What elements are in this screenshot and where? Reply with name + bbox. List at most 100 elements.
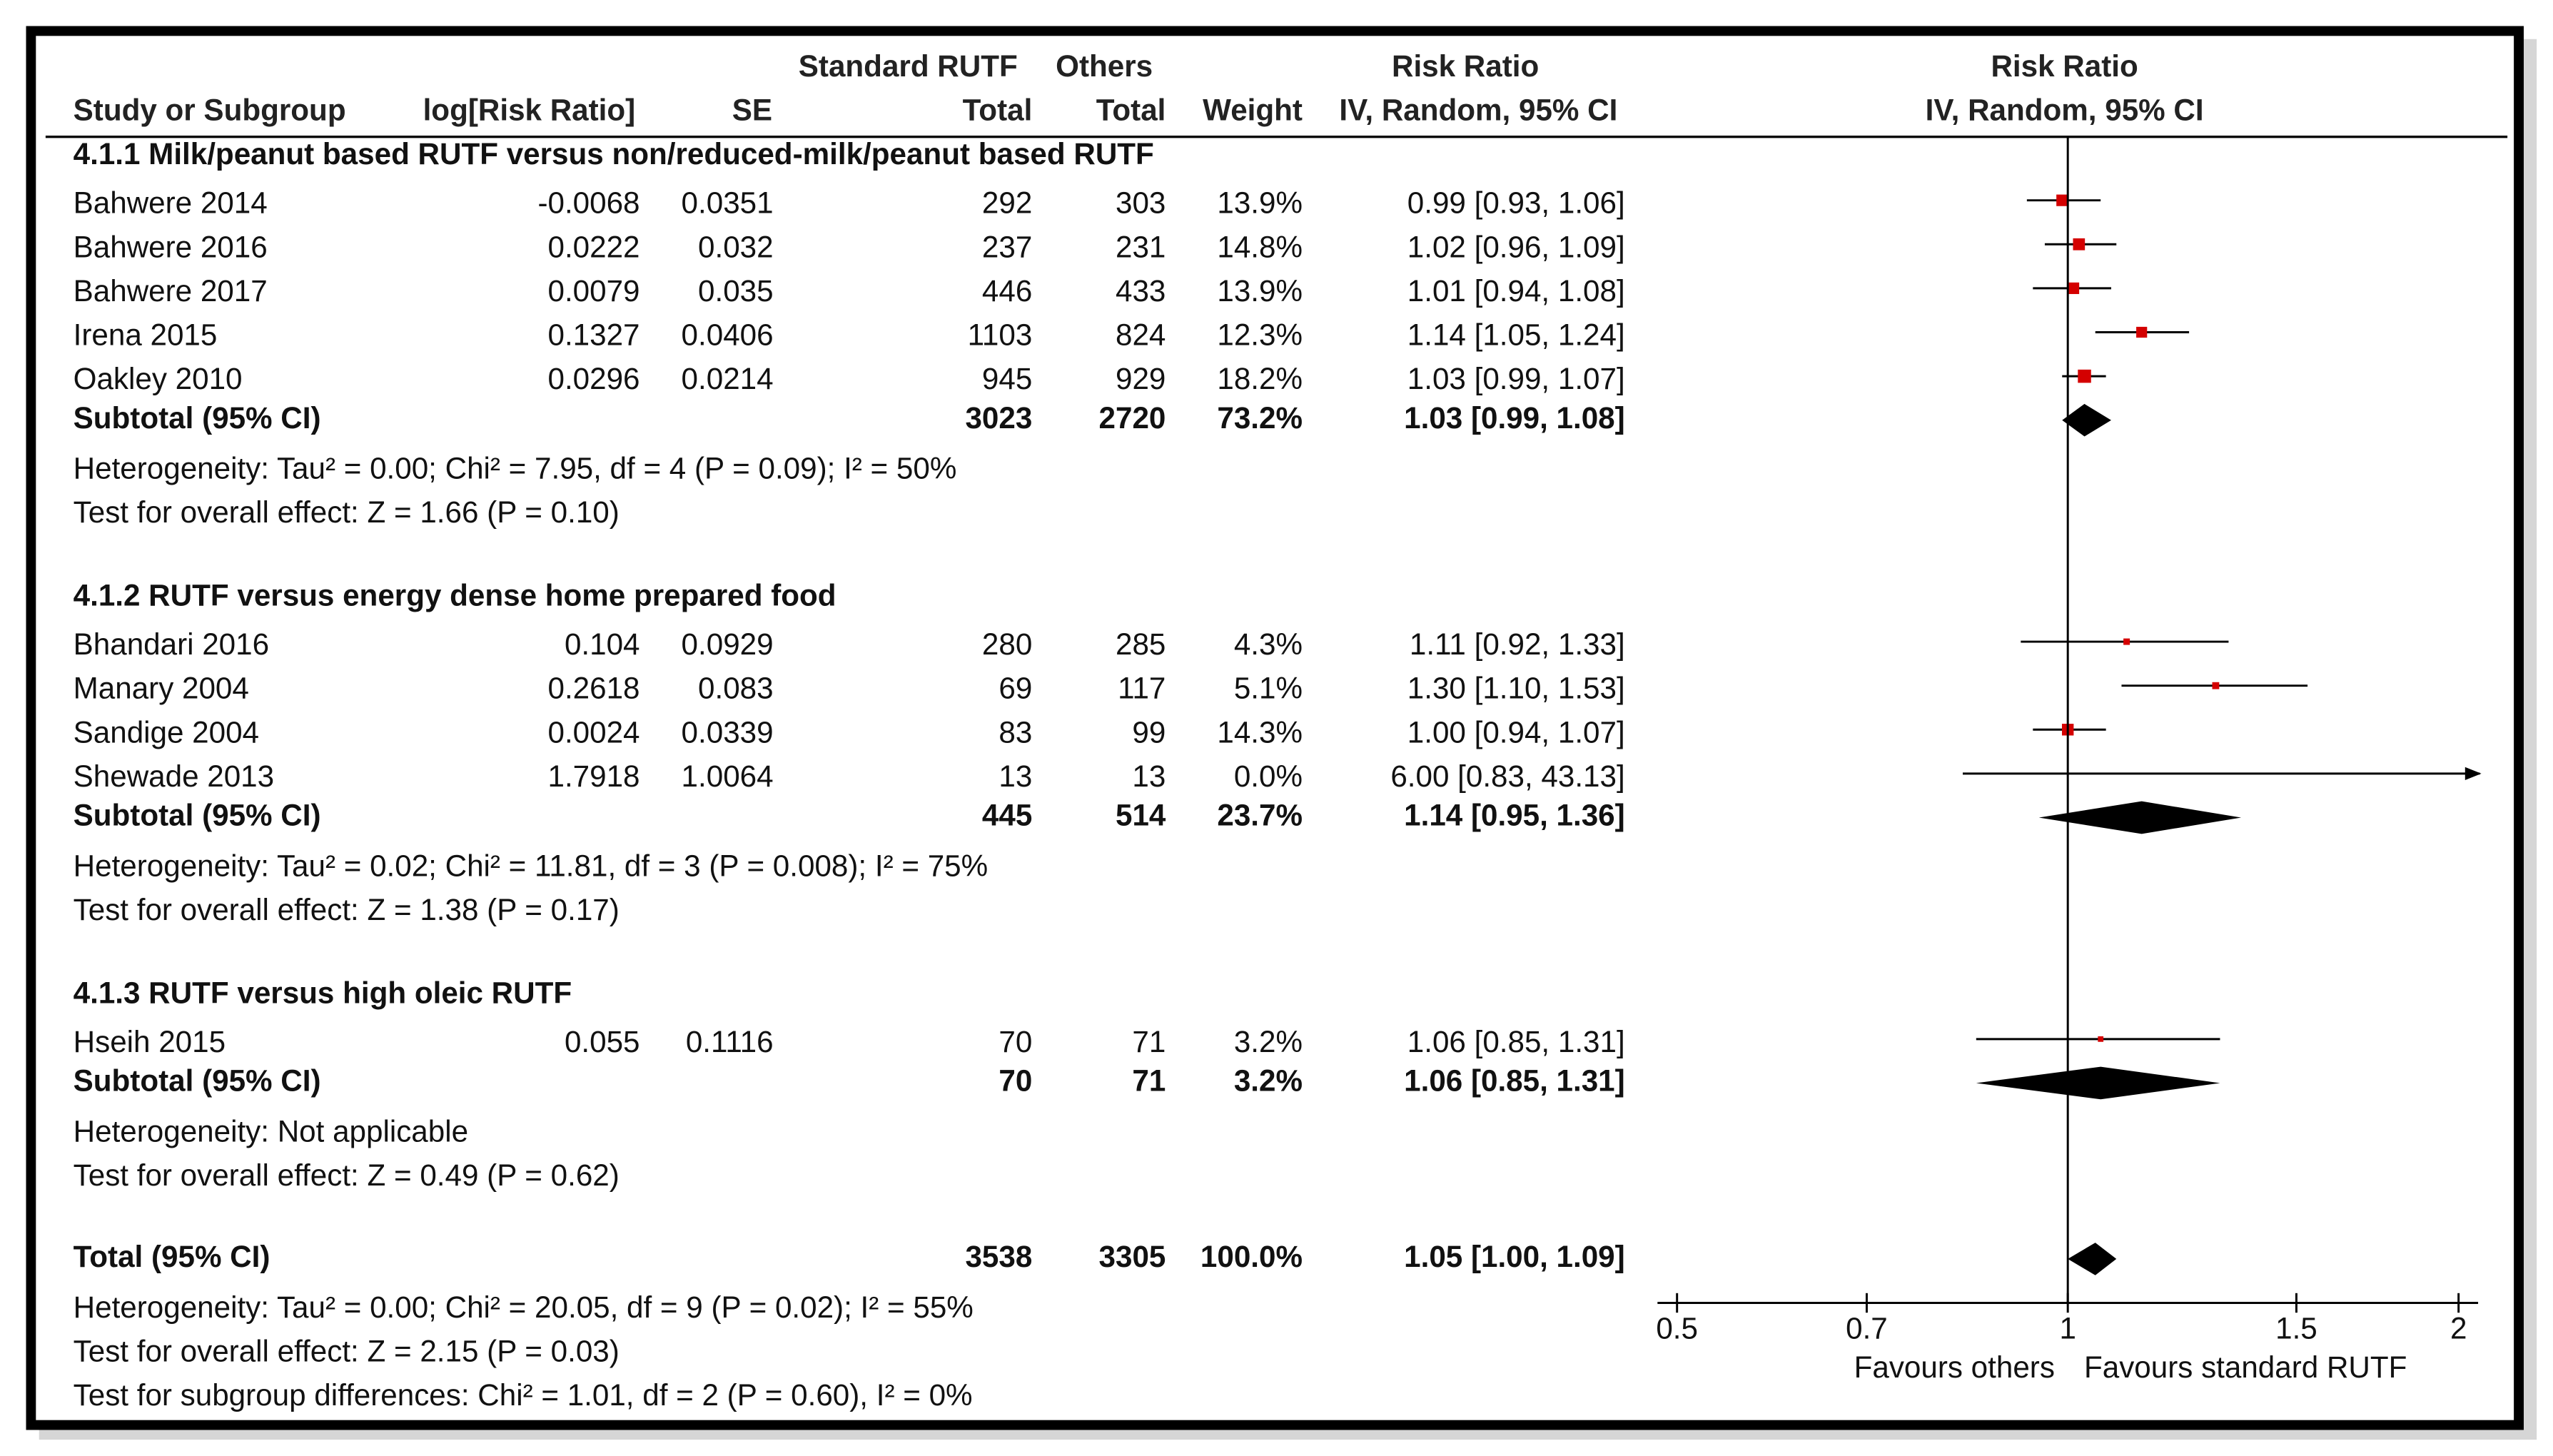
study-name: Bahwere 2014 (74, 186, 268, 220)
study-marker (2212, 682, 2220, 689)
study-marker (2073, 238, 2086, 251)
header: Risk Ratio (1392, 49, 1539, 83)
x-tick-label: 1 (2059, 1311, 2076, 1345)
cell-total1: 69 (999, 672, 1032, 705)
cell-weight-label: 73.2% (1217, 401, 1303, 435)
total-note: Test for overall effect: Z = 2.15 (P = 0… (74, 1334, 620, 1367)
cell-total1: 13 (999, 759, 1032, 793)
cell-log-rr: 0.0024 (548, 715, 640, 749)
study-name: Shewade 2013 (74, 759, 274, 793)
group-title: 4.1.1 Milk/peanut based RUTF versus non/… (74, 137, 1154, 171)
cell-se: 0.0214 (682, 362, 774, 395)
group-title: 4.1.3 RUTF versus high oleic RUTF (74, 976, 572, 1009)
plot-area (1963, 194, 2480, 1275)
overall-effect: Test for overall effect: Z = 1.38 (P = 0… (74, 893, 620, 926)
x-tick-label: 2 (2450, 1311, 2467, 1345)
study-name: Sandige 2004 (74, 715, 259, 749)
cell-total1: 446 (982, 274, 1032, 308)
cell-log-rr: 0.0079 (548, 274, 640, 308)
x-tick-label: 1.5 (2275, 1311, 2317, 1345)
study-marker (2056, 194, 2068, 206)
study-marker (2123, 638, 2130, 645)
ci-arrow (2464, 767, 2482, 781)
cell-log-rr: 0.0222 (548, 230, 640, 263)
heterogeneity: Heterogeneity: Not applicable (74, 1114, 468, 1148)
cell-total2: 71 (1132, 1025, 1166, 1058)
study-marker (2136, 326, 2148, 338)
cell-ci-label: 1.06 [0.85, 1.31] (1404, 1064, 1625, 1098)
header: Study or Subgroup (74, 93, 346, 127)
cell-weight-label: 23.7% (1217, 799, 1303, 832)
cell-weight-label: 100.0% (1200, 1240, 1303, 1273)
cell-se: 0.0929 (682, 627, 774, 661)
cell-se: 0.035 (698, 274, 774, 308)
subtotal-label: Total (95% CI) (74, 1240, 271, 1273)
favours-right: Favours standard RUTF (2084, 1350, 2407, 1384)
cell-total1: 237 (982, 230, 1032, 263)
cell-total1: 70 (999, 1025, 1032, 1058)
subtotal-label: Subtotal (95% CI) (74, 401, 321, 435)
cell-log-rr: 0.055 (565, 1025, 640, 1058)
cell-total2: 929 (1116, 362, 1166, 395)
subtotal-label: Subtotal (95% CI) (74, 799, 321, 832)
header: Others (1056, 49, 1153, 83)
cell-ci-label: 1.03 [0.99, 1.08] (1404, 401, 1625, 435)
cell-se: 0.083 (698, 672, 774, 705)
cell-ci-label: 6.00 [0.83, 43.13] (1390, 759, 1624, 793)
cell-se: 0.0351 (682, 186, 774, 220)
cell-ci-label: 1.06 [0.85, 1.31] (1407, 1025, 1625, 1058)
total-note: Test for subgroup differences: Chi² = 1.… (74, 1378, 973, 1412)
study-name: Bahwere 2017 (74, 274, 268, 308)
pooled-diamond (2038, 801, 2242, 834)
cell-ci-label: 1.11 [0.92, 1.33] (1410, 627, 1625, 661)
heterogeneity: Heterogeneity: Tau² = 0.00; Chi² = 7.95,… (74, 452, 957, 485)
header: log[Risk Ratio] (423, 93, 636, 127)
study-marker (2078, 369, 2091, 383)
cell-weight-label: 3.2% (1234, 1064, 1303, 1098)
cell-ci-label: 1.00 [0.94, 1.07] (1407, 715, 1625, 749)
cell-se: 1.0064 (682, 759, 774, 793)
study-name: Manary 2004 (74, 672, 249, 705)
cell-total2: 99 (1132, 715, 1166, 749)
cell-total2: 824 (1116, 318, 1166, 351)
frame-border (26, 26, 2524, 1430)
cell-ci-label: 0.99 [0.93, 1.06] (1407, 186, 1625, 220)
study-name: Bhandari 2016 (74, 627, 269, 661)
cell-total2: 285 (1116, 627, 1166, 661)
study-name: Oakley 2010 (74, 362, 243, 395)
header: SE (732, 93, 772, 127)
x-tick-label: 0.5 (1656, 1311, 1698, 1345)
cell-ci-label: 1.14 [0.95, 1.36] (1404, 799, 1625, 832)
cell-total2: 13 (1132, 759, 1166, 793)
pooled-diamond (1976, 1066, 2220, 1100)
cell-total1: 3023 (965, 401, 1032, 435)
header: Weight (1203, 93, 1303, 127)
header: Risk Ratio (1991, 49, 2138, 83)
cell-total1: 70 (999, 1064, 1032, 1098)
cell-weight-label: 13.9% (1217, 186, 1303, 220)
cell-total2: 2720 (1099, 401, 1166, 435)
cell-ci-label: 1.01 [0.94, 1.08] (1407, 274, 1625, 308)
header: IV, Random, 95% CI (1926, 93, 2204, 127)
cell-weight-label: 13.9% (1217, 274, 1303, 308)
heterogeneity: Heterogeneity: Tau² = 0.02; Chi² = 11.81… (74, 849, 988, 882)
cell-total2: 71 (1132, 1064, 1166, 1098)
cell-weight-label: 14.8% (1217, 230, 1303, 263)
study-name: Irena 2015 (74, 318, 218, 351)
study-name: Bahwere 2016 (74, 230, 268, 263)
favours-left: Favours others (1854, 1350, 2055, 1384)
study-marker (2098, 1036, 2104, 1042)
overall-effect: Test for overall effect: Z = 1.66 (P = 0… (74, 495, 620, 529)
subtotal-label: Subtotal (95% CI) (74, 1064, 321, 1098)
cell-total1: 445 (982, 799, 1032, 832)
header: IV, Random, 95% CI (1339, 93, 1617, 127)
cell-total2: 231 (1116, 230, 1166, 263)
frame (26, 26, 2524, 1430)
header: Total (963, 93, 1033, 127)
cell-weight-label: 12.3% (1217, 318, 1303, 351)
header: Total (1096, 93, 1166, 127)
study-marker (2067, 282, 2080, 294)
cell-total1: 1103 (968, 318, 1033, 351)
